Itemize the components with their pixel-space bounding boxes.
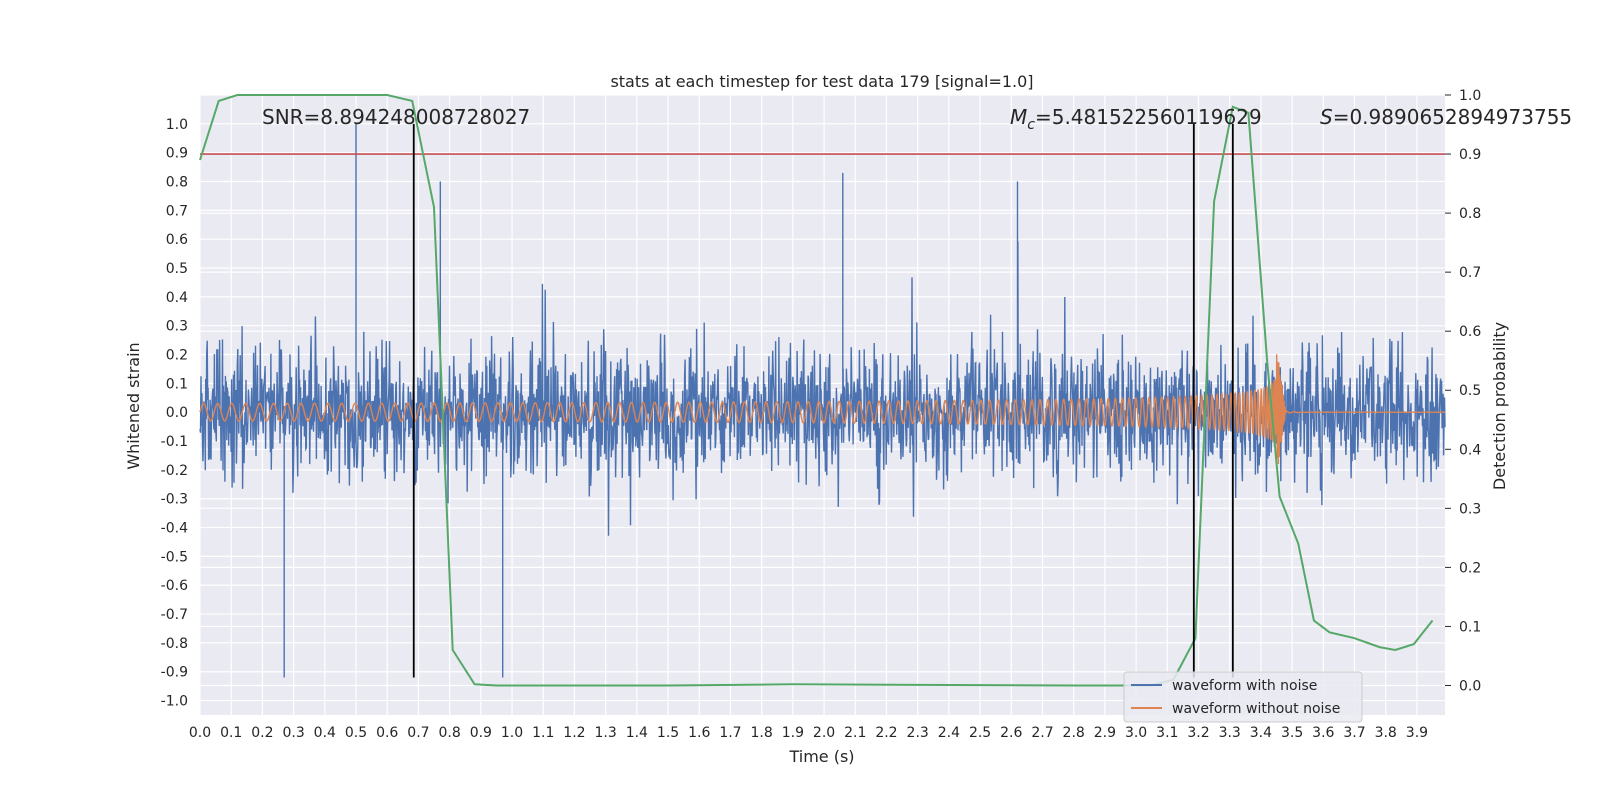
x-tick-label: 3.5	[1281, 725, 1303, 741]
snr-annotation: SNR=8.894248008728027	[262, 105, 530, 129]
x-tick-label: 0.1	[220, 725, 242, 741]
y-tick-label-left: -0.8	[161, 636, 188, 652]
x-tick-label: 2.6	[1000, 725, 1022, 741]
y-tick-label-right: 0.3	[1459, 501, 1481, 517]
y-tick-label-right: 0.6	[1459, 324, 1481, 340]
y-tick-label-right: 0.7	[1459, 265, 1481, 281]
y-tick-label-left: -0.7	[161, 607, 188, 623]
y-tick-label-right: 0.2	[1459, 560, 1481, 576]
y-tick-label-left: -0.4	[161, 521, 188, 537]
x-axis-label: Time (s)	[788, 747, 854, 766]
x-tick-label: 0.4	[314, 725, 336, 741]
vertical-lines	[412, 123, 1234, 678]
x-tick-label: 3.1	[1156, 725, 1178, 741]
legend-box	[1123, 671, 1363, 723]
y-tick-label-left: 0.4	[166, 290, 188, 306]
y-tick-label-left: 0.6	[166, 232, 188, 248]
x-tick-label: 2.2	[875, 725, 897, 741]
y-tick-label-right: 0.1	[1459, 619, 1481, 635]
y-tick-label-left: 0.2	[166, 348, 188, 364]
s-annotation: S=0.9890652894973755	[1320, 105, 1572, 129]
x-tick-label: 1.0	[501, 725, 523, 741]
y-tick-label-right: 0.8	[1459, 206, 1481, 222]
x-tick-label: 2.0	[813, 725, 835, 741]
x-tick-label: 3.6	[1312, 725, 1334, 741]
chirp-mass-value: =5.481522560119629	[1035, 105, 1262, 129]
y-tick-label-left: 1.0	[166, 117, 188, 133]
legend-label-noise: waveform with noise	[1172, 678, 1317, 694]
chirp-mass-annotation: Mc=5.481522560119629	[1010, 105, 1262, 133]
y-tick-label-left: 0.3	[166, 319, 188, 335]
x-tick-label: 0.2	[251, 725, 273, 741]
y-tick-label-left: -0.6	[161, 578, 188, 594]
x-tick-label: 2.1	[844, 725, 866, 741]
x-tick-label: 2.9	[1094, 725, 1116, 741]
x-tick-label: 1.4	[626, 725, 648, 741]
x-tick-label: 1.8	[751, 725, 773, 741]
y-tick-label-right: 1.0	[1459, 88, 1481, 104]
x-tick-label: 0.0	[189, 725, 211, 741]
y-tick-label-left: -1.0	[161, 694, 188, 710]
y-tick-label-left: -0.5	[161, 549, 188, 565]
y-tick-label-right: 0.0	[1459, 678, 1481, 694]
x-tick-label: 1.9	[782, 725, 804, 741]
y-tick-label-left: 0.7	[166, 203, 188, 219]
y-tick-label-right: 0.9	[1459, 147, 1481, 163]
x-tick-label: 2.4	[938, 725, 960, 741]
legend: waveform with noise waveform without noi…	[1123, 671, 1363, 723]
s-symbol: S	[1320, 105, 1333, 129]
y-tick-label-left: -0.1	[161, 434, 188, 450]
y-axis-label-right: Detection probability	[1490, 322, 1509, 490]
y-tick-label-right: 0.4	[1459, 442, 1481, 458]
x-tick-label: 1.7	[719, 725, 741, 741]
tick-labels: 0.0 0.1 0.2 0.3 0.4 0.5 0.6 0.7 0.8 0.9 1.0 1.1 1.2 1…	[161, 88, 1482, 741]
x-tick-label: 2.5	[969, 725, 991, 741]
s-value: =0.9890652894973755	[1333, 105, 1572, 129]
x-tick-label: 0.6	[376, 725, 398, 741]
x-tick-label: 0.7	[407, 725, 429, 741]
x-tick-label: 2.8	[1063, 725, 1085, 741]
x-tick-label: 0.8	[438, 725, 460, 741]
series-waveform-without-noise	[199, 354, 1445, 465]
x-tick-label: 3.7	[1343, 725, 1365, 741]
x-tick-label: 0.5	[345, 725, 367, 741]
x-tick-label: 3.9	[1406, 725, 1428, 741]
x-tick-label: 2.3	[907, 725, 929, 741]
y-tick-label-left: -0.3	[161, 492, 188, 508]
x-tick-label: 3.3	[1219, 725, 1241, 741]
x-tick-label: 1.5	[657, 725, 679, 741]
x-tick-label: 1.1	[532, 725, 554, 741]
series-detection-probability	[199, 94, 1434, 687]
x-tick-label: 1.6	[688, 725, 710, 741]
y-tick-label-left: -0.2	[161, 463, 188, 479]
y-tick-label-left: 0.5	[166, 261, 188, 277]
chirp-mass-subscript: c	[1027, 117, 1035, 133]
chirp-mass-symbol: M	[1010, 105, 1027, 129]
y-tick-label-left: 0.9	[166, 146, 188, 162]
x-tick-label: 1.3	[595, 725, 617, 741]
y-tick-label-left: 0.8	[166, 175, 188, 191]
x-tick-label: 2.7	[1031, 725, 1053, 741]
x-tick-label: 3.8	[1375, 725, 1397, 741]
probability-line	[199, 94, 1434, 687]
y-tick-label-left: 0.0	[166, 405, 188, 421]
y-tick-label-right: 0.5	[1459, 383, 1481, 399]
legend-label-clean: waveform without noise	[1172, 701, 1340, 717]
x-tick-label: 0.9	[470, 725, 492, 741]
y-tick-label-left: 0.1	[166, 376, 188, 392]
x-tick-label: 3.0	[1125, 725, 1147, 741]
x-tick-label: 3.4	[1250, 725, 1272, 741]
x-tick-label: 1.2	[563, 725, 585, 741]
y-axis-label-left: Whitened strain	[124, 342, 143, 469]
clean-waveform-line	[199, 354, 1445, 465]
y-tick-label-left: -0.9	[161, 665, 188, 681]
x-tick-label: 0.3	[282, 725, 304, 741]
chart-title: stats at each timestep for test data 179…	[610, 72, 1033, 91]
x-tick-label: 3.2	[1187, 725, 1209, 741]
